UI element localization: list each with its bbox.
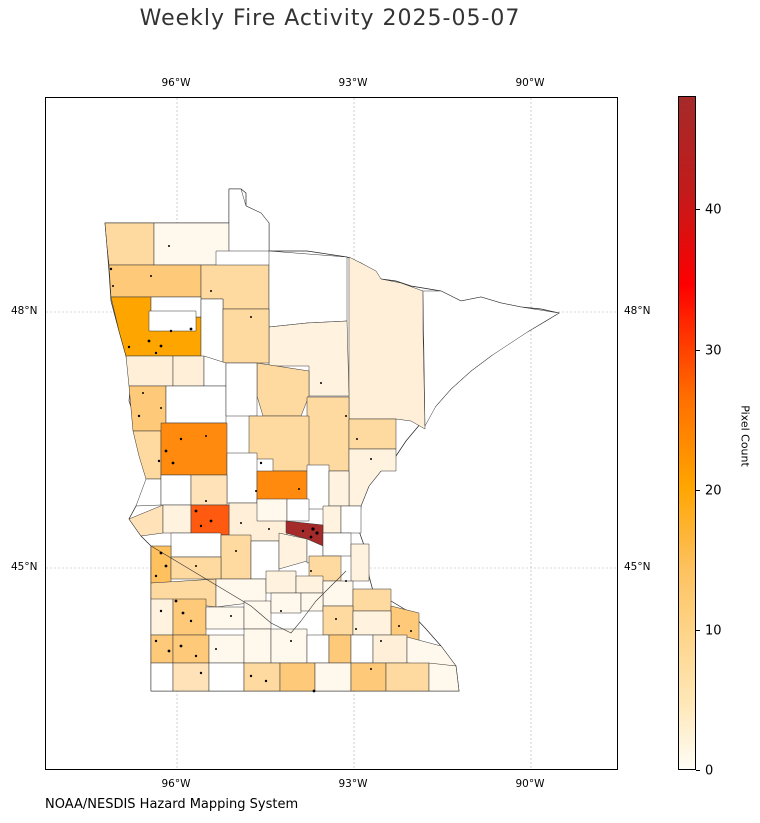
county-goodhue — [352, 588, 392, 612]
county-lyon — [172, 598, 207, 636]
county-norman — [125, 355, 174, 387]
county-mille-lacs — [306, 464, 330, 510]
county-aitkin — [306, 396, 350, 472]
county-watonwan — [243, 628, 272, 664]
county-chisago — [340, 505, 362, 534]
colorbar-label-10: 10 — [705, 623, 722, 639]
county-redwood — [205, 606, 245, 630]
county-rice — [322, 605, 354, 636]
county-clearwater — [200, 298, 224, 364]
county-lake-of-woods2 — [222, 308, 270, 364]
county-mahnomen — [172, 355, 205, 387]
county-waseca — [306, 634, 330, 664]
county-freeborn — [314, 662, 352, 692]
colorbar-label-30: 30 — [705, 343, 722, 359]
minnesota-river — [150, 545, 347, 634]
county-nicollet — [270, 592, 302, 614]
county-steele — [328, 634, 352, 664]
colorbar-tick-30 — [696, 350, 700, 351]
county-brown — [243, 600, 272, 630]
county-ramsey — [322, 532, 352, 557]
colorbar-label-40: 40 — [705, 202, 722, 218]
county-morrison — [256, 470, 310, 504]
county-lincoln — [150, 598, 174, 636]
lon-tick-top-90w: 90°W — [515, 77, 545, 89]
colorbar — [678, 96, 696, 770]
data-source-credit: NOAA/NESDIS Hazard Mapping System — [45, 797, 299, 812]
county-douglas — [190, 474, 228, 506]
county-olmsted — [352, 610, 392, 636]
map-title: Weekly Fire Activity 2025-05-07 — [139, 6, 521, 31]
lat-tick-left-45n: 45°N — [11, 561, 38, 573]
lat-tick-right-45n: 45°N — [624, 561, 651, 573]
county-grant — [160, 474, 192, 506]
lon-tick-top-93w: 93°W — [338, 77, 368, 89]
county-kanabec — [328, 470, 350, 507]
colorbar-label-20: 20 — [705, 483, 722, 499]
county-rock — [150, 662, 174, 692]
map-panel[interactable] — [45, 97, 618, 770]
county-cass — [256, 362, 310, 417]
colorbar-title: Pixel Count — [738, 405, 752, 467]
county-nobles — [172, 662, 210, 692]
county-washington — [350, 543, 370, 582]
lat-tick-right-48n: 48°N — [624, 305, 651, 317]
county-carlton — [348, 418, 397, 450]
county-scott — [295, 575, 324, 594]
county-becker — [165, 385, 227, 424]
lon-tick-bottom-96w: 96°W — [161, 778, 191, 790]
county-jackson — [208, 662, 245, 692]
county-kandiyohi — [220, 534, 252, 580]
county-houston — [428, 662, 460, 692]
county-lac-qui-parle — [150, 545, 172, 584]
county-pennington — [148, 310, 197, 332]
county-benton — [256, 498, 288, 522]
county-chippewa — [170, 556, 222, 580]
lon-tick-bottom-90w: 90°W — [515, 778, 545, 790]
fire-detections — [109, 245, 412, 693]
lon-tick-bottom-93w: 93°W — [338, 778, 368, 790]
county-martin — [243, 662, 281, 692]
county-traverse — [135, 478, 162, 507]
county-pipestone — [150, 634, 174, 664]
county-swift — [170, 532, 222, 558]
county-dodge — [350, 634, 374, 664]
county-koochiching — [268, 250, 348, 328]
county-blue-earth — [270, 628, 308, 664]
county-isanti — [322, 505, 342, 534]
county-otter-tail — [160, 422, 228, 476]
lat-tick-left-48n: 48°N — [11, 305, 38, 317]
county-wilkin — [132, 430, 162, 480]
county-cottonwood — [208, 634, 245, 664]
county-dakota — [322, 580, 354, 607]
county-pine — [348, 448, 397, 507]
county-winona — [372, 634, 408, 664]
county-mcleod — [265, 570, 297, 594]
county-sherburne — [286, 498, 310, 522]
colorbar-label-0: 0 — [705, 763, 714, 779]
county-wadena — [225, 362, 258, 417]
colorbar-tick-10 — [696, 630, 700, 631]
county-polygons — [104, 188, 560, 692]
county-murray — [172, 634, 210, 664]
county-todd — [226, 452, 258, 504]
county-marshall — [108, 264, 202, 298]
county-lake-of-woods — [228, 188, 270, 252]
county-cook-lake — [422, 290, 560, 427]
minnesota-map — [46, 98, 617, 769]
lon-tick-top-96w: 96°W — [161, 77, 191, 89]
county-pope — [190, 504, 230, 536]
county-stevens — [162, 504, 192, 534]
county-st-louis — [348, 256, 426, 430]
county-faribault — [279, 662, 316, 692]
colorbar-tick-40 — [696, 209, 700, 210]
county-kittson — [104, 222, 155, 266]
county-mower — [350, 662, 387, 692]
colorbar-tick-20 — [696, 490, 700, 491]
colorbar-tick-0 — [696, 770, 700, 771]
county-fillmore — [385, 662, 430, 692]
county-le-sueur — [300, 592, 324, 612]
